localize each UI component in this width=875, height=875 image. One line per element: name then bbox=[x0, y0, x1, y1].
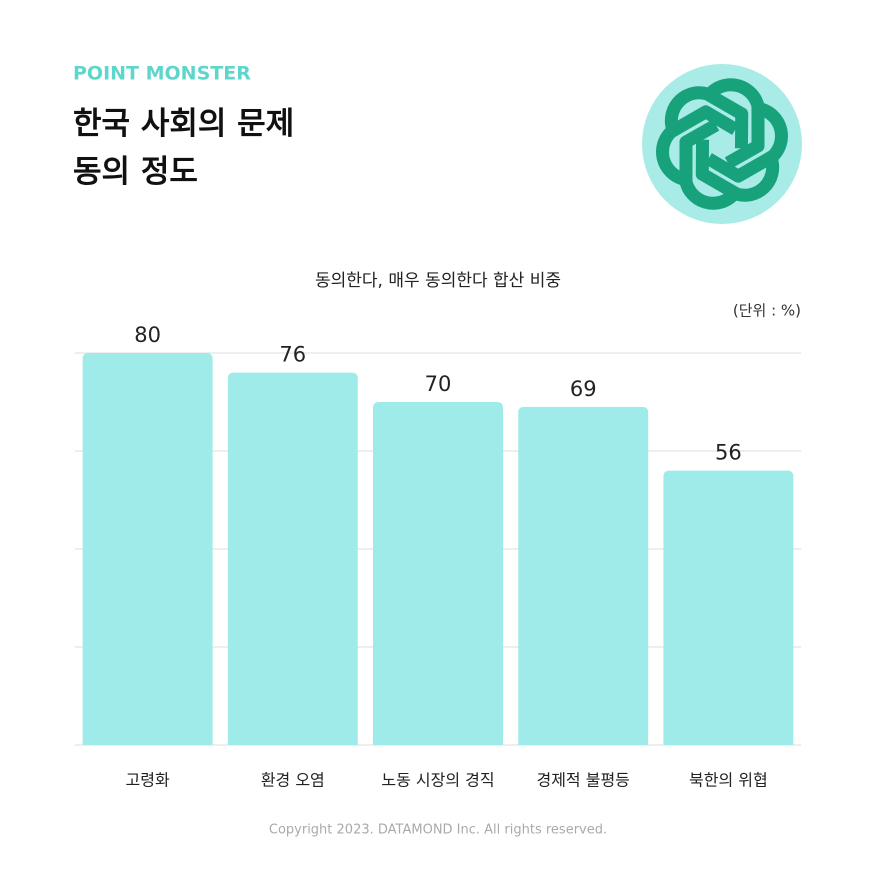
value-label: 69 bbox=[570, 377, 597, 401]
value-label: 70 bbox=[425, 372, 452, 396]
x-tick-label: 고령화 bbox=[126, 771, 170, 790]
bar bbox=[82, 353, 213, 745]
bar bbox=[373, 402, 503, 745]
footer: Copyright 2023. DATAMOND Inc. All rights… bbox=[269, 823, 607, 838]
logo bbox=[642, 64, 802, 224]
x-tick-label: 북한의 위협 bbox=[689, 771, 768, 790]
bar bbox=[227, 372, 358, 745]
chart-title: 한국 사회의 문제 동의 정도 bbox=[73, 106, 294, 190]
unit-label: (단위 : %) bbox=[733, 302, 801, 320]
x-tick-label: 환경 오염 bbox=[261, 771, 325, 790]
chart-subtitle: 동의한다, 매우 동의한다 합산 비중 bbox=[315, 271, 561, 291]
value-label: 56 bbox=[715, 441, 742, 465]
x-tick-label: 경제적 불평등 bbox=[536, 771, 629, 790]
brand: POINT MONSTER bbox=[73, 63, 251, 85]
bar bbox=[663, 470, 794, 745]
bar bbox=[518, 406, 649, 745]
x-tick-label: 노동 시장의 경직 bbox=[381, 771, 494, 790]
value-label: 80 bbox=[134, 323, 161, 347]
value-label: 76 bbox=[279, 343, 306, 367]
